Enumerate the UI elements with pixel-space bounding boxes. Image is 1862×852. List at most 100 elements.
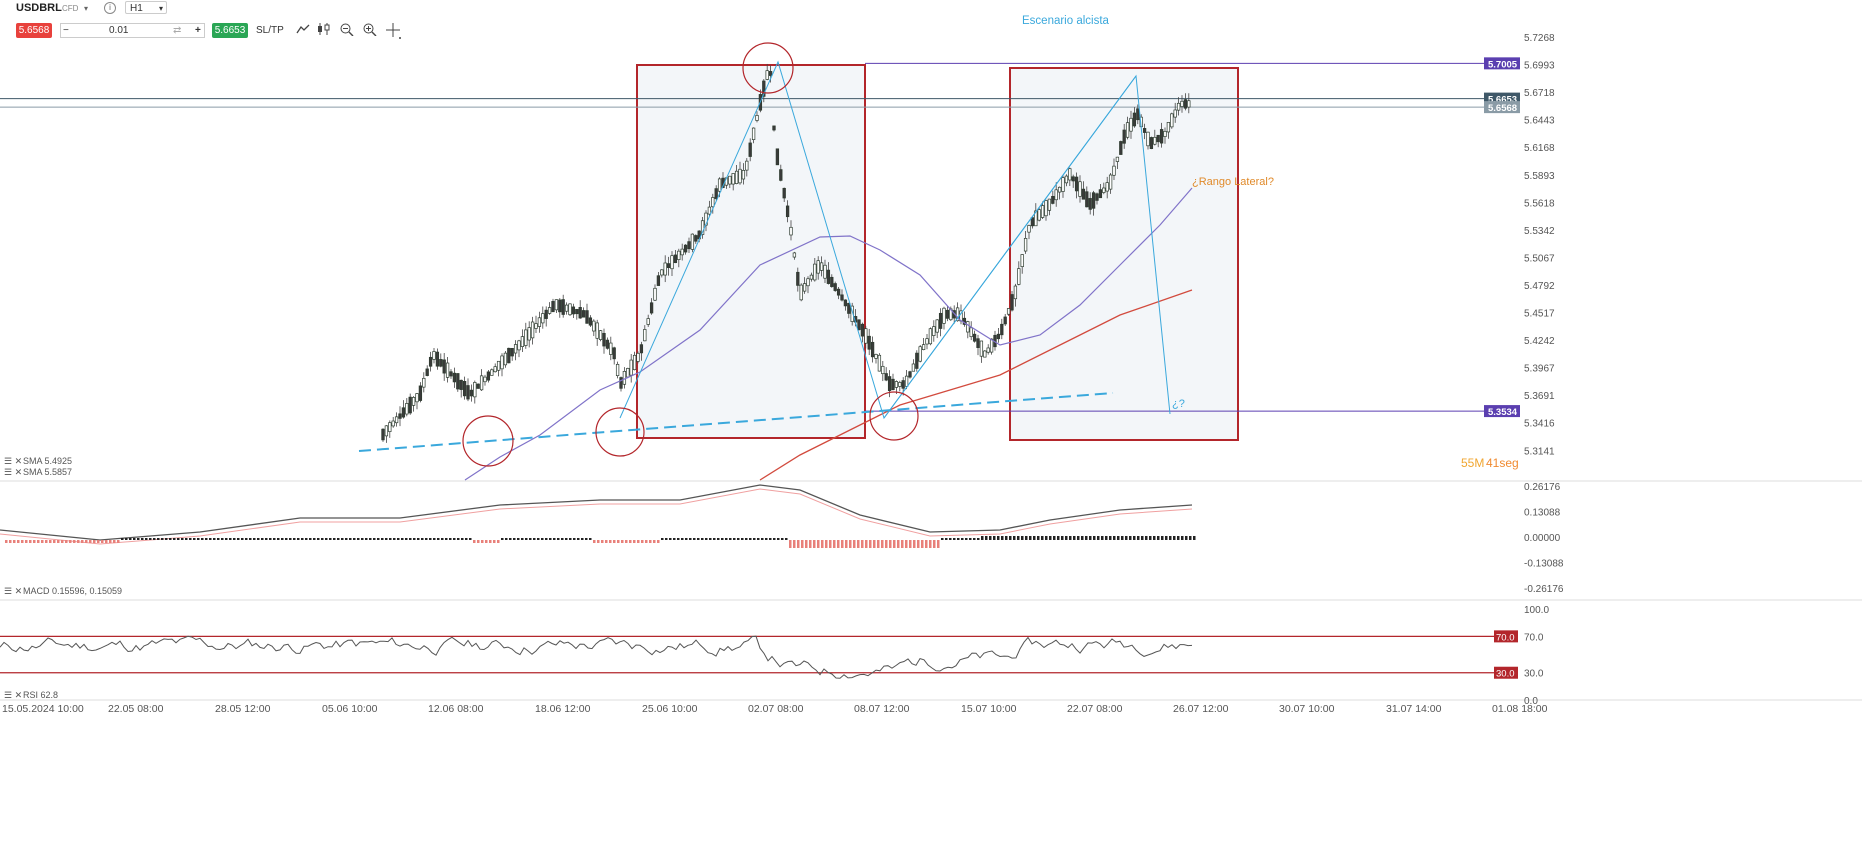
- macd-legend: MACD 0.15596, 0.15059: [23, 586, 122, 596]
- macd-histogram-bar: [645, 540, 648, 543]
- macd-histogram-bar: [565, 538, 568, 540]
- macd-histogram-bar: [481, 540, 484, 543]
- macd-histogram-bar: [897, 540, 900, 548]
- candle: [734, 170, 739, 184]
- macd-histogram-bar: [673, 538, 676, 540]
- sltp-button[interactable]: SL/TP: [256, 25, 284, 36]
- zoom-in-icon[interactable]: [363, 23, 377, 39]
- macd-histogram-bar: [77, 540, 80, 543]
- candle: [1102, 187, 1106, 193]
- candle: [860, 323, 865, 337]
- candle: [673, 254, 678, 264]
- macd-histogram-bar: [313, 538, 316, 540]
- candle: [772, 125, 776, 131]
- candle: [1122, 129, 1126, 144]
- macd-histogram-bar: [421, 538, 424, 540]
- timeframe-select[interactable]: H1 ▾: [125, 1, 167, 14]
- rsi-badge: [1494, 666, 1518, 679]
- symbol-dropdown-icon[interactable]: ▾: [84, 4, 89, 13]
- macd-histogram-bar: [461, 538, 464, 540]
- legend-icons: ☰ ✕: [4, 690, 22, 700]
- macd-histogram-bar: [1113, 536, 1116, 540]
- sell-button[interactable]: 5.6568: [16, 23, 52, 38]
- macd-histogram-bar: [261, 538, 264, 540]
- macd-histogram-bar: [105, 540, 108, 543]
- candle: [911, 363, 916, 372]
- time-tick-label: 22.07 08:00: [1067, 703, 1123, 715]
- candle: [517, 340, 521, 351]
- macd-histogram-bar: [805, 540, 808, 548]
- candle: [1183, 99, 1188, 109]
- macd-histogram-bar: [137, 538, 140, 540]
- candle: [891, 378, 895, 391]
- candle: [1006, 308, 1011, 315]
- symbol-label[interactable]: USDBRL: [16, 2, 62, 14]
- macd-histogram-bar: [125, 538, 128, 540]
- candle: [626, 368, 630, 378]
- macd-histogram-bar: [753, 538, 756, 540]
- candle: [1098, 189, 1103, 199]
- macd-histogram-bar: [713, 538, 716, 540]
- candle: [1159, 129, 1164, 144]
- macd-histogram-bar: [453, 538, 456, 540]
- candle: [1044, 200, 1048, 217]
- candle: [782, 187, 786, 199]
- candle: [575, 309, 579, 315]
- buy-button[interactable]: 5.6653: [212, 23, 248, 38]
- candle: [802, 283, 807, 292]
- macd-histogram-bar: [837, 540, 840, 548]
- macd-histogram-bar: [389, 538, 392, 540]
- macd-histogram-bar: [949, 538, 952, 540]
- macd-histogram-bar: [893, 540, 896, 548]
- sma-fast-line: [464, 187, 1193, 481]
- candle: [1040, 205, 1045, 218]
- candle: [836, 288, 841, 296]
- increase-volume-button[interactable]: +: [195, 25, 201, 36]
- volume-stepper[interactable]: − 0.01 ⇄ +: [60, 23, 205, 38]
- decrease-volume-button[interactable]: −: [63, 25, 69, 36]
- macd-histogram-bar: [589, 538, 592, 540]
- rsi-badge-label: 70.0: [1496, 632, 1515, 643]
- macd-histogram-bar: [669, 538, 672, 540]
- macd-histogram-bar: [869, 540, 872, 548]
- volume-input[interactable]: 0.01: [109, 25, 129, 36]
- macd-histogram-bar: [337, 538, 340, 540]
- macd-histogram-bar: [97, 540, 100, 543]
- macd-histogram-bar: [85, 540, 88, 543]
- candle: [459, 379, 463, 390]
- candle: [411, 397, 416, 406]
- question-label: ¿?: [1172, 398, 1185, 410]
- macd-histogram-bar: [765, 538, 768, 540]
- candle: [663, 262, 667, 276]
- macd-histogram-bar: [1153, 536, 1156, 540]
- time-tick-label: 05.06 10:00: [322, 703, 378, 715]
- macd-histogram-bar: [913, 540, 916, 548]
- macd-histogram-bar: [505, 538, 508, 540]
- candle: [510, 347, 514, 357]
- candle: [918, 346, 922, 362]
- macd-histogram-bar: [609, 540, 612, 543]
- macd-histogram-bar: [425, 538, 428, 540]
- candle: [717, 178, 722, 192]
- macd-tick-label: 0.26176: [1524, 482, 1561, 493]
- macd-histogram-bar: [677, 538, 680, 540]
- candle: [700, 220, 705, 235]
- candle: [1047, 198, 1052, 211]
- candle-chart-icon[interactable]: [317, 23, 331, 38]
- macd-histogram-bar: [1025, 536, 1028, 540]
- zoom-out-icon[interactable]: [340, 23, 354, 39]
- macd-histogram-bar: [1065, 536, 1068, 540]
- candle: [585, 310, 589, 324]
- macd-histogram-bar: [9, 540, 12, 543]
- macd-histogram-bar: [709, 538, 712, 540]
- crosshair-icon[interactable]: [386, 23, 402, 42]
- candle: [1142, 128, 1147, 133]
- info-icon[interactable]: i: [104, 2, 116, 14]
- candle: [1125, 122, 1130, 138]
- line-chart-icon[interactable]: [296, 23, 310, 38]
- macd-histogram-bar: [433, 538, 436, 540]
- macd-histogram-bar: [289, 538, 292, 540]
- rsi-tick-label: 70.0: [1524, 632, 1544, 643]
- swap-icon[interactable]: ⇄: [173, 25, 182, 36]
